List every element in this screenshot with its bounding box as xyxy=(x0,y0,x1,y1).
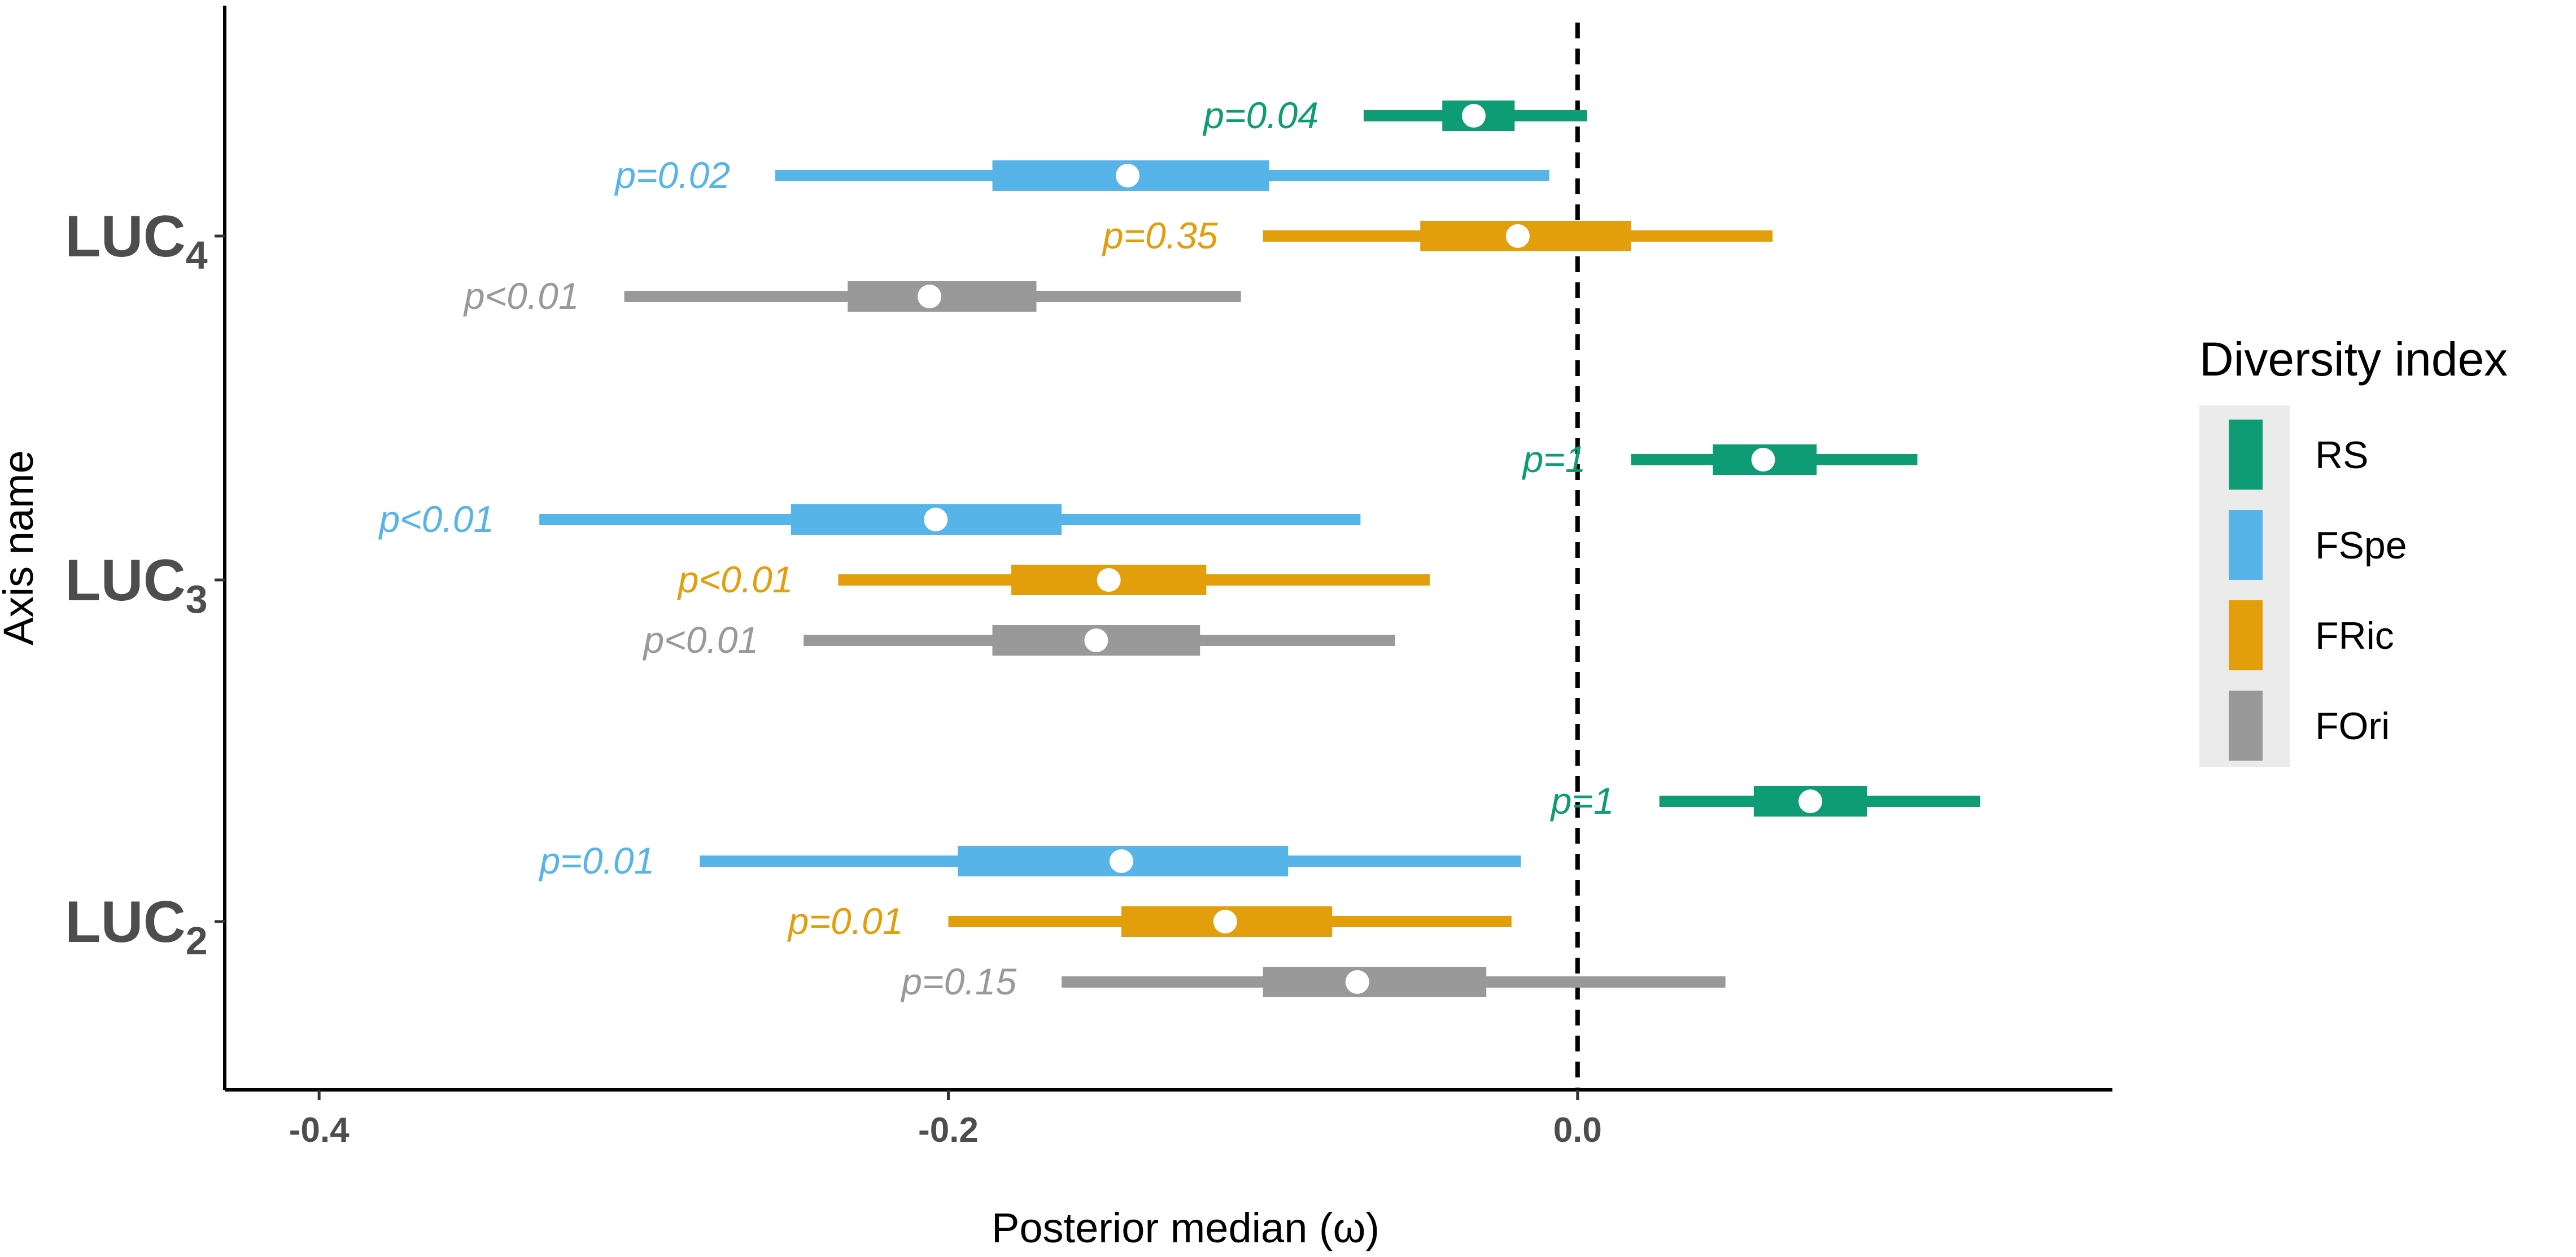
median-point xyxy=(924,508,948,531)
y-tick-label-name: LUC xyxy=(65,204,186,269)
p-value-label: p=0.15 xyxy=(900,961,1016,1002)
legend-label: RS xyxy=(2315,434,2368,477)
y-tick-label-subscript: 3 xyxy=(186,577,208,621)
median-point xyxy=(1798,789,1823,813)
interval-rs-cat2: p=1 xyxy=(1550,780,1980,822)
interval-fric-cat0: p=0.35 xyxy=(1102,215,1773,256)
interval-rs-cat0: p=0.04 xyxy=(1202,94,1587,136)
x-tick-label: -0.4 xyxy=(289,1111,350,1150)
median-point xyxy=(918,285,942,308)
legend-swatch xyxy=(2229,510,2263,580)
legend-entry-rs: RS xyxy=(2229,420,2368,490)
p-value-label: p<0.01 xyxy=(642,619,758,661)
legend: Diversity index RS FSpe FRic FOri xyxy=(2199,333,2508,767)
p-value-label: p=0.01 xyxy=(539,840,655,881)
p-value-label: p<0.01 xyxy=(378,498,494,540)
y-tick-label-subscript: 4 xyxy=(186,233,208,277)
y-tick-label-name: LUC xyxy=(65,889,186,955)
interval-fric-cat1: p<0.01 xyxy=(677,558,1430,600)
legend-entry-fori: FOri xyxy=(2229,691,2390,761)
legend-label: FRic xyxy=(2315,614,2394,657)
p-value-label: p<0.01 xyxy=(463,275,579,317)
interval-fori-cat0: p<0.01 xyxy=(463,275,1241,317)
median-point xyxy=(1751,448,1775,472)
y-tick-label: LUC4 xyxy=(65,204,208,277)
median-point xyxy=(1116,164,1140,187)
x-tick-label: 0.0 xyxy=(1553,1111,1602,1150)
median-point xyxy=(1345,970,1369,994)
legend-swatch xyxy=(2229,600,2263,670)
plot-marks: p=0.04 p=1 p=1 p=0.02 p<0.01 p=0.01 p=0.35 p<0.… xyxy=(378,23,1980,1090)
interval-fori-cat2: p=0.15 xyxy=(900,961,1726,1002)
x-tick-label: -0.2 xyxy=(918,1111,979,1150)
legend-label: FSpe xyxy=(2315,524,2407,567)
y-axis-title: Axis name xyxy=(0,450,42,645)
x-axis-title: Posterior median (ω) xyxy=(992,1204,1379,1251)
y-tick-label-subscript: 2 xyxy=(186,919,208,963)
interval-rs-cat1: p=1 xyxy=(1522,438,1918,480)
p-value-label: p=0.01 xyxy=(787,900,903,942)
legend-swatch xyxy=(2229,420,2263,490)
p-value-label: p<0.01 xyxy=(677,558,793,600)
median-point xyxy=(1505,224,1530,248)
interval-fspe-cat0: p=0.02 xyxy=(614,154,1549,196)
p-value-label: p=0.02 xyxy=(614,154,730,196)
p-value-label: p=0.35 xyxy=(1102,215,1218,256)
legend-entry-fric: FRic xyxy=(2229,600,2394,670)
median-point xyxy=(1084,628,1108,652)
legend-label: FOri xyxy=(2315,705,2390,748)
p-value-label: p=0.04 xyxy=(1202,94,1318,136)
y-tick-label-name: LUC xyxy=(65,548,186,613)
p-value-label: p=1 xyxy=(1522,438,1586,480)
y-tick-label: LUC3 xyxy=(65,548,208,621)
y-tick-label: LUC2 xyxy=(65,889,208,963)
median-point xyxy=(1109,849,1133,873)
interval-fspe-cat1: p<0.01 xyxy=(378,498,1361,540)
legend-title: Diversity index xyxy=(2199,333,2508,386)
legend-swatch xyxy=(2229,691,2263,761)
interval-fric-cat2: p=0.01 xyxy=(787,900,1512,942)
median-point xyxy=(1461,104,1486,128)
legend-entry-fspe: FSpe xyxy=(2229,510,2407,580)
interval-fori-cat1: p<0.01 xyxy=(642,619,1395,661)
p-value-label: p=1 xyxy=(1550,780,1614,822)
interval-fspe-cat2: p=0.01 xyxy=(539,840,1521,881)
median-point xyxy=(1097,568,1121,592)
median-point xyxy=(1213,910,1237,933)
